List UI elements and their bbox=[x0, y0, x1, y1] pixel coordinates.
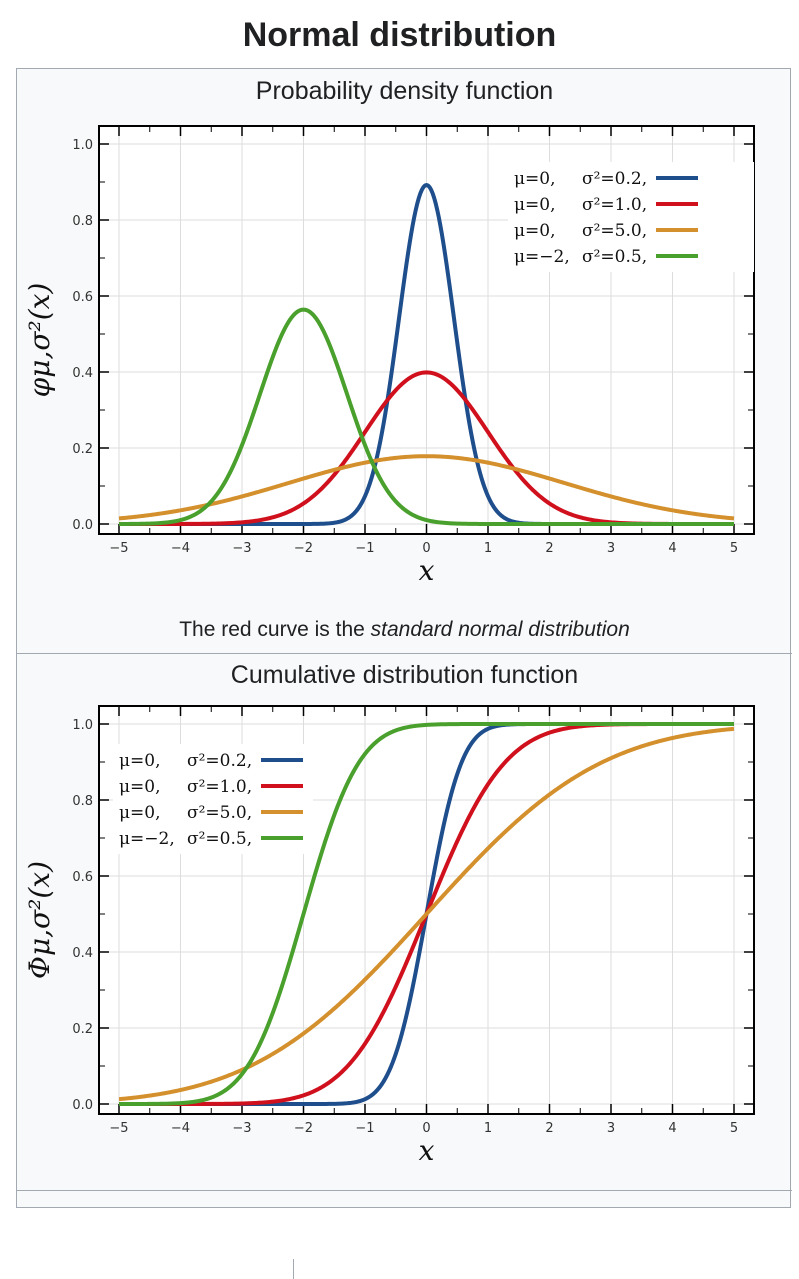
pdf-caption: The red curve is the standard normal dis… bbox=[17, 618, 792, 642]
legend-var-1: σ²=1.0, bbox=[187, 777, 252, 797]
x-tick-label: −1 bbox=[355, 1121, 374, 1136]
y-tick-label: 0.2 bbox=[72, 1022, 93, 1037]
bottom-table-cell bbox=[293, 1259, 294, 1279]
pdf-caption-emphasis: standard normal distribution bbox=[370, 618, 630, 641]
x-tick-label: 3 bbox=[607, 541, 615, 556]
y-tick-label: 0.2 bbox=[72, 442, 93, 457]
y-tick-label: 0.0 bbox=[72, 518, 93, 533]
x-tick-label: 5 bbox=[730, 541, 738, 556]
x-tick-label: −2 bbox=[294, 541, 313, 556]
legend-mu-1: μ=0, bbox=[514, 195, 556, 215]
x-tick-label: 5 bbox=[730, 1121, 738, 1136]
y-tick-label: 1.0 bbox=[72, 718, 93, 733]
y-tick-label: 0.8 bbox=[72, 794, 93, 809]
y-tick-label: 0.4 bbox=[72, 366, 93, 381]
x-tick-label: 1 bbox=[484, 1121, 492, 1136]
page-title: Normal distribution bbox=[242, 16, 557, 54]
legend-var-2: σ²=5.0, bbox=[187, 803, 252, 823]
x-tick-label: −2 bbox=[294, 1121, 313, 1136]
legend-mu-0: μ=0, bbox=[119, 751, 161, 771]
y-tick-label: 0.0 bbox=[72, 1098, 93, 1113]
x-tick-label: 3 bbox=[607, 1121, 615, 1136]
legend-mu-2: μ=0, bbox=[514, 221, 556, 241]
x-tick-label: 0 bbox=[422, 1121, 430, 1136]
pdf-caption-prefix: The red curve is the bbox=[179, 618, 371, 641]
y-axis-label: φμ,σ²(x) bbox=[23, 283, 56, 398]
y-tick-label: 0.8 bbox=[72, 214, 93, 229]
y-axis-label: Φμ,σ²(x) bbox=[23, 861, 56, 979]
x-axis-label: x bbox=[419, 554, 435, 587]
pdf-chart: −5 −4 −3 −2 −1 0 1 2 3 4 5 0.0 0.2 0.4 0.6 0.8 1.0 x φμ,σ²… bbox=[23, 125, 755, 587]
legend-mu-2: μ=0, bbox=[119, 803, 161, 823]
x-tick-label: −3 bbox=[232, 541, 251, 556]
legend-var-3: σ²=0.5, bbox=[187, 829, 252, 849]
x-tick-label: −5 bbox=[109, 1121, 128, 1136]
series-line-3 bbox=[118, 307, 735, 526]
x-axis-label: x bbox=[419, 1134, 435, 1167]
section-divider bbox=[17, 653, 792, 654]
legend-var-2: σ²=5.0, bbox=[582, 221, 647, 241]
legend-background bbox=[113, 744, 313, 854]
series-line-3 bbox=[118, 722, 735, 1106]
x-tick-label: 4 bbox=[668, 541, 676, 556]
legend-var-1: σ²=1.0, bbox=[582, 195, 647, 215]
x-tick-label: −4 bbox=[171, 1121, 190, 1136]
legend-mu-1: μ=0, bbox=[119, 777, 161, 797]
legend-background bbox=[508, 162, 754, 272]
cdf-heading: Cumulative distribution function bbox=[230, 661, 579, 689]
series-line-2 bbox=[118, 726, 735, 1102]
legend-var-3: σ²=0.5, bbox=[582, 247, 647, 267]
legend-mu-0: μ=0, bbox=[514, 169, 556, 189]
legend-var-0: σ²=0.2, bbox=[582, 169, 647, 189]
y-tick-label: 0.4 bbox=[72, 946, 93, 961]
x-tick-label: −4 bbox=[171, 541, 190, 556]
legend-var-0: σ²=0.2, bbox=[187, 751, 252, 771]
x-tick-label: −3 bbox=[232, 1121, 251, 1136]
y-tick-label: 0.6 bbox=[72, 290, 93, 305]
x-tick-label: 0 bbox=[422, 541, 430, 556]
x-tick-label: 2 bbox=[545, 541, 553, 556]
y-tick-label: 1.0 bbox=[72, 138, 93, 153]
legend-mu-3: μ=−2, bbox=[514, 247, 570, 267]
x-tick-label: −5 bbox=[109, 541, 128, 556]
x-tick-label: 1 bbox=[484, 541, 492, 556]
series-line-2 bbox=[118, 454, 735, 521]
pdf-heading: Probability density function bbox=[255, 77, 554, 105]
bottom-divider bbox=[17, 1190, 792, 1191]
x-tick-label: −1 bbox=[355, 541, 374, 556]
legend-mu-3: μ=−2, bbox=[119, 829, 175, 849]
y-tick-label: 0.6 bbox=[72, 870, 93, 885]
x-tick-label: 2 bbox=[545, 1121, 553, 1136]
x-tick-label: 4 bbox=[668, 1121, 676, 1136]
cdf-chart: −5 −4 −3 −2 −1 0 1 2 3 4 5 0.0 0.2 0.4 0.6 0.8 1.0 x Φμ,σ²… bbox=[23, 705, 755, 1167]
